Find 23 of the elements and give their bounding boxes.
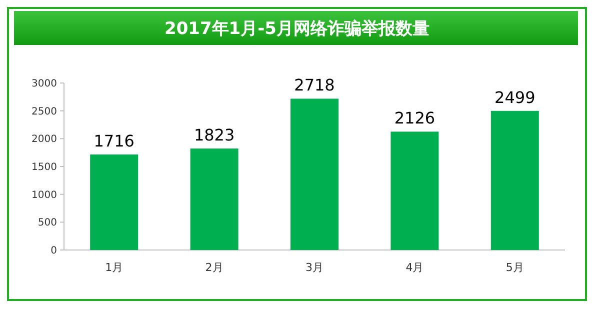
x-tick-label: 2月 (205, 261, 224, 274)
x-tick-label: 4月 (406, 261, 424, 274)
bar (290, 98, 338, 250)
y-tick-label: 0 (50, 246, 57, 256)
x-tick-label: 3月 (306, 261, 324, 274)
data-label: 1716 (94, 131, 134, 150)
bar (490, 110, 539, 250)
bar (90, 154, 138, 250)
data-label: 1823 (194, 126, 235, 145)
x-tick-label: 5月 (506, 261, 524, 274)
y-tick-label: 500 (38, 218, 57, 229)
y-tick-label: 3000 (32, 78, 57, 90)
bar (390, 132, 439, 250)
y-tick-label: 1000 (32, 190, 57, 201)
y-tick-label: 1500 (32, 162, 57, 173)
y-tick-label: 2000 (32, 134, 57, 146)
data-label: 2718 (294, 76, 335, 95)
x-tick-label: 1月 (105, 261, 124, 274)
data-label: 2499 (494, 88, 536, 107)
y-tick-label: 2500 (32, 106, 57, 118)
chart-title: 2017年1月-5月网络诈骗举报数量 (164, 19, 430, 39)
data-label: 2126 (394, 108, 436, 128)
bar (190, 148, 238, 250)
